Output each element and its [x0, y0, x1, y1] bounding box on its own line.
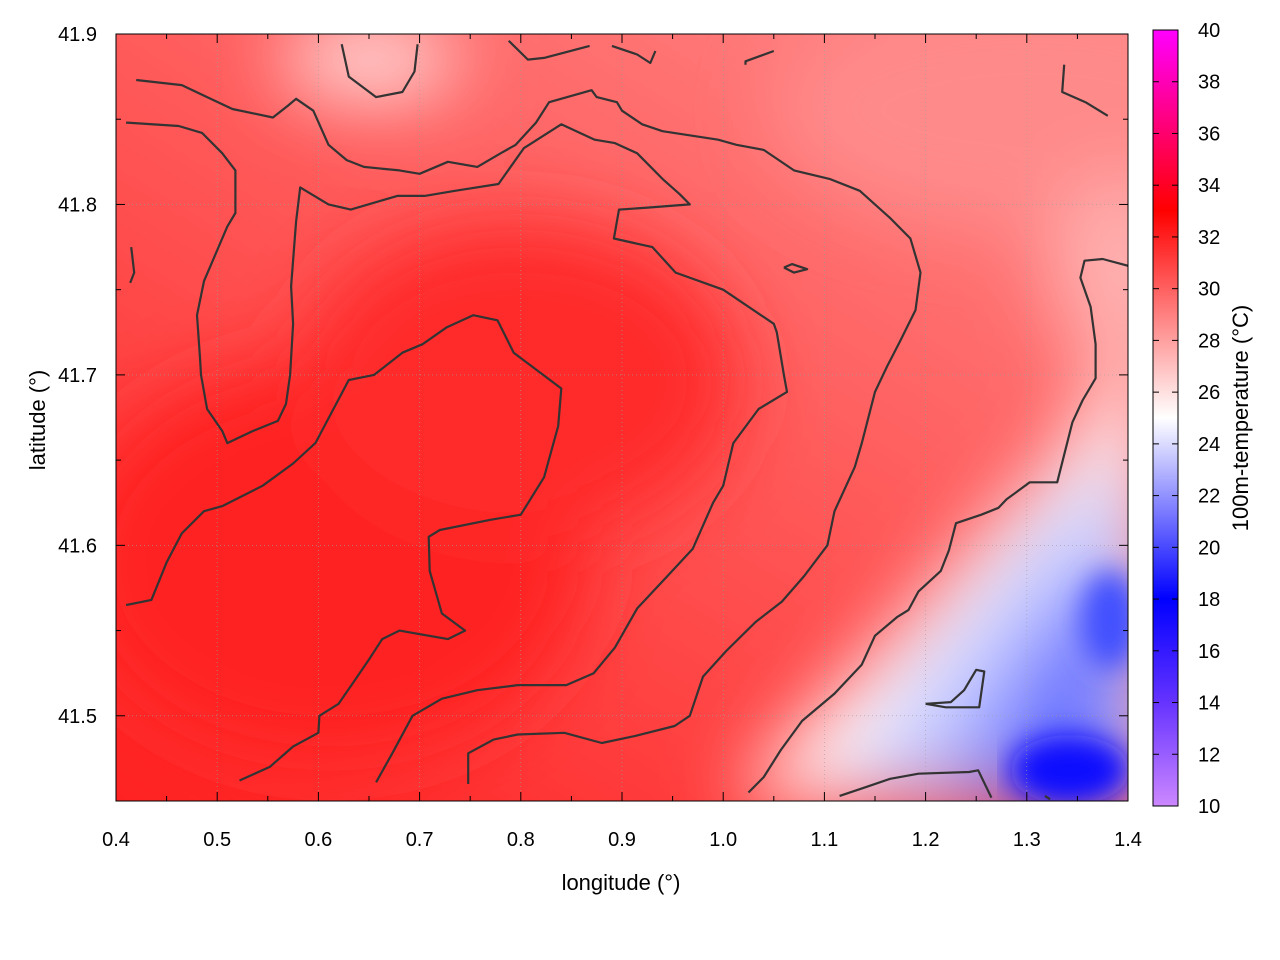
- colorbar-tick-label: 24: [1198, 434, 1220, 456]
- x-tick-label: 0.5: [203, 829, 231, 851]
- contour-line-24: [1044, 794, 1051, 801]
- colorbar: [1152, 29, 1179, 807]
- x-tick-label: 1.0: [709, 829, 737, 851]
- contour-line-28: [783, 263, 809, 274]
- grid-lines: [116, 34, 1128, 801]
- axis-ticks: [115, 33, 1129, 801]
- y-tick-label: 41.6: [58, 535, 97, 557]
- colorbar-tick-label: 10: [1198, 796, 1220, 818]
- x-tick-label: 1.4: [1114, 829, 1142, 851]
- colorbar-tick-label: 22: [1198, 486, 1220, 508]
- colorbar-tick-label: 14: [1198, 693, 1220, 715]
- colorbar-tick-label: 28: [1198, 330, 1220, 352]
- contour-line-32: [126, 121, 789, 783]
- colorbar-tick-label: 36: [1198, 123, 1220, 145]
- x-axis-label: longitude (°): [562, 870, 681, 895]
- x-tick-label: 0.8: [507, 829, 535, 851]
- contour-line-28: [136, 78, 922, 784]
- x-tick-label: 1.3: [1013, 829, 1041, 851]
- y-axis-label: latitude (°): [25, 370, 50, 471]
- contour-lines: [125, 40, 1128, 801]
- y-tick-label: 41.8: [58, 194, 97, 216]
- colorbar-tick-label: 34: [1198, 175, 1220, 197]
- colorbar-tick-label: 26: [1198, 382, 1220, 404]
- colorbar-tick-label: 18: [1198, 589, 1220, 611]
- heatmap-field: [116, 34, 1128, 801]
- contour-line-24: [839, 769, 993, 799]
- y-tick-label: 41.5: [58, 706, 97, 728]
- colorbar-tick-label: 16: [1198, 641, 1220, 663]
- contour-line-32: [125, 314, 563, 782]
- colorbar-tick-labels: 10 12 14 16 18 20 22 24 26 28 30 32 34 36 38 40: [1198, 20, 1220, 818]
- colorbar-tick-label: 12: [1198, 744, 1220, 766]
- contour-line-28: [744, 49, 775, 65]
- contour-line-24: [925, 668, 986, 709]
- colorbar-tick-label: 20: [1198, 537, 1220, 559]
- contour-line-32: [129, 246, 136, 284]
- contour-line-28: [1061, 64, 1109, 117]
- contour-line-28: [340, 43, 419, 99]
- colorbar-tick-label: 32: [1198, 227, 1220, 249]
- colorbar-tick-label: 40: [1198, 20, 1220, 42]
- x-tick-label: 1.1: [810, 829, 838, 851]
- colorbar-label: 100m-temperature (°C): [1228, 305, 1253, 531]
- x-tick-label: 0.4: [102, 829, 130, 851]
- colorbar-tick-label: 30: [1198, 279, 1220, 301]
- x-tick-labels: 0.4 0.5 0.6 0.7 0.8 0.9 1.0 1.1 1.2 1.3 1.4: [102, 829, 1142, 851]
- x-tick-label: 0.6: [304, 829, 332, 851]
- x-tick-label: 0.7: [406, 829, 434, 851]
- y-tick-labels: 41.5 41.6 41.7 41.8 41.9: [58, 24, 97, 728]
- contour-line-28: [611, 44, 657, 65]
- colorbar-tick-label: 38: [1198, 72, 1220, 94]
- y-tick-label: 41.7: [58, 365, 97, 387]
- contour-line-24: [747, 257, 1128, 794]
- x-tick-label: 0.9: [608, 829, 636, 851]
- y-tick-label: 41.9: [58, 24, 97, 46]
- contour-line-28: [507, 40, 590, 61]
- colorbar-ticks: [1153, 29, 1178, 807]
- x-tick-label: 1.2: [912, 829, 940, 851]
